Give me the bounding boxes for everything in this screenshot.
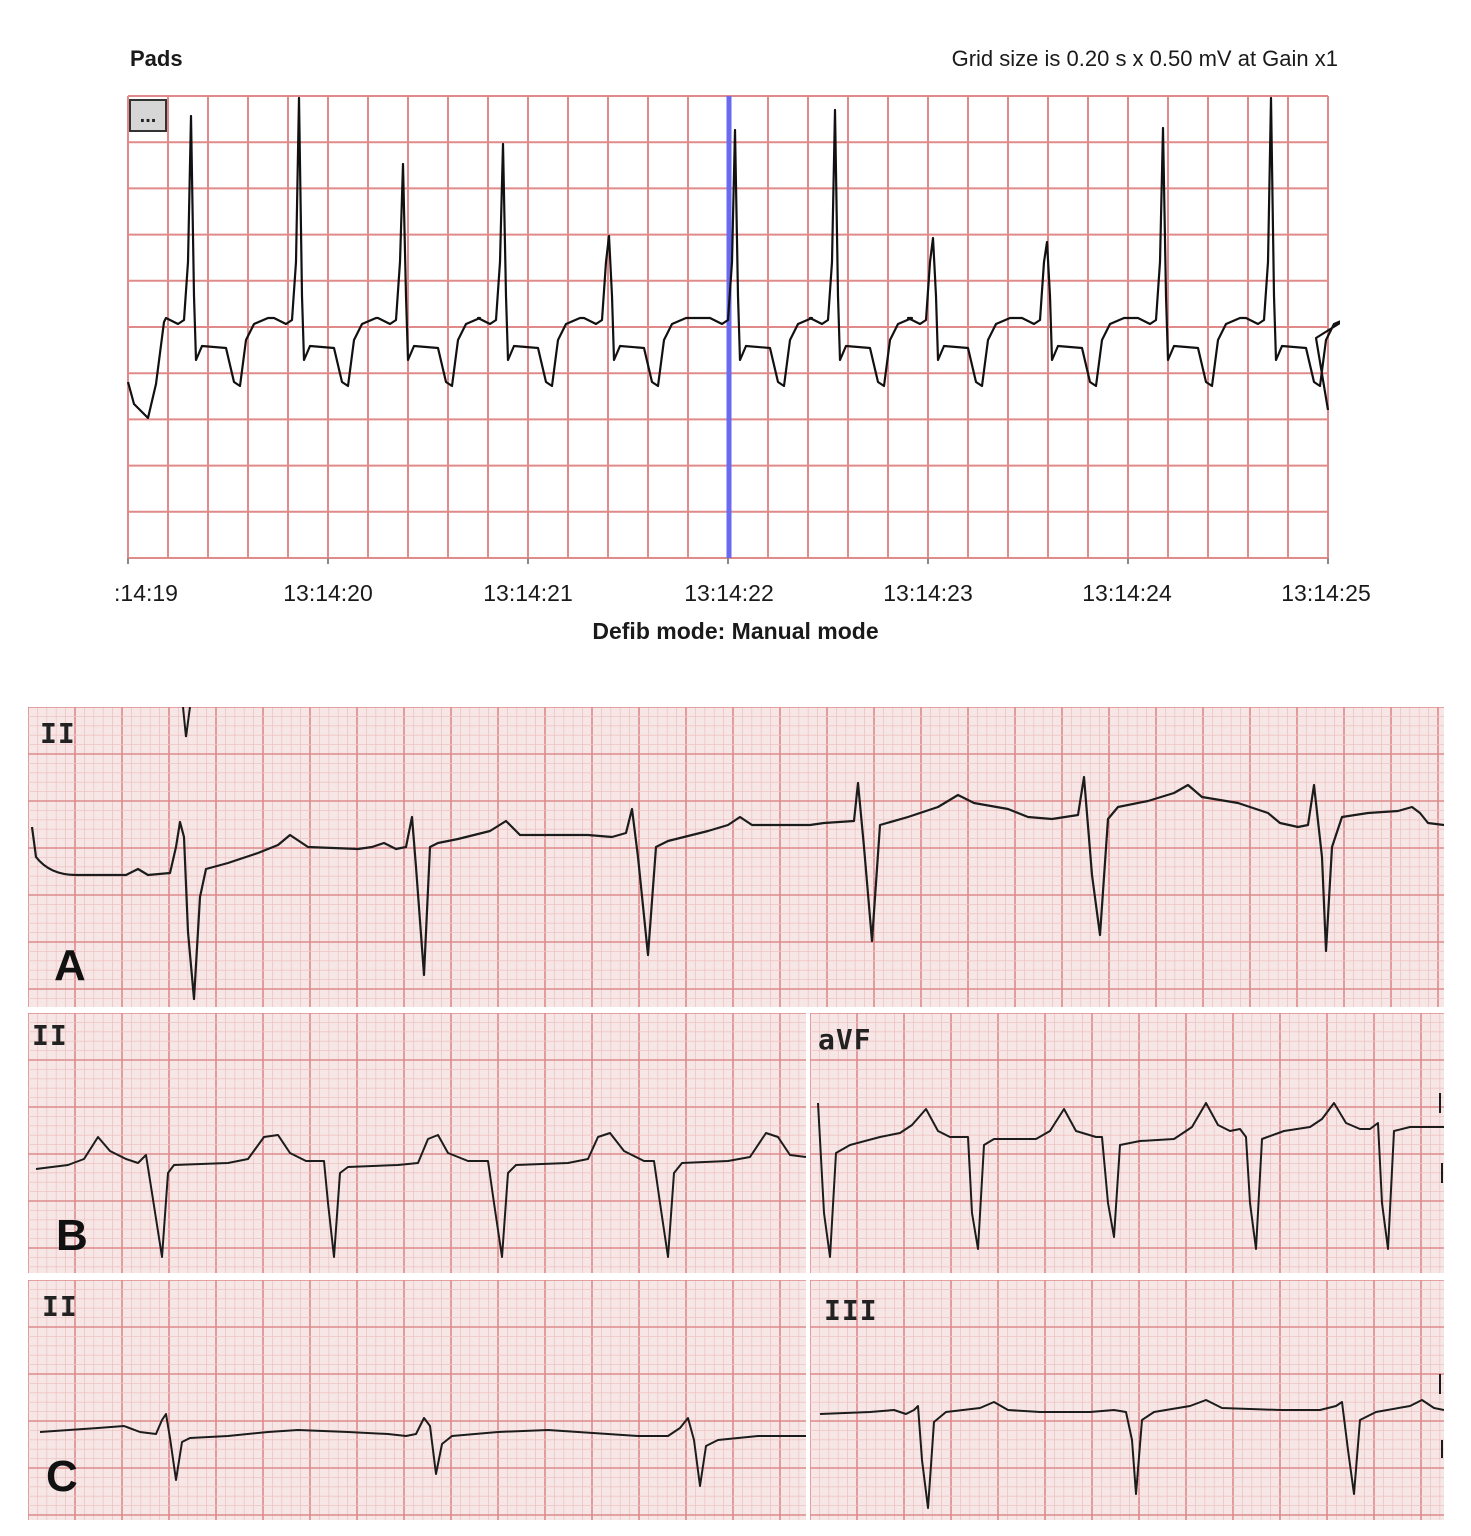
panel-a-ecg-paper xyxy=(28,707,1444,1007)
time-tick-label: 13:14:24 xyxy=(1082,580,1172,606)
lead-label: II xyxy=(42,1290,78,1323)
panel-letter-c: C xyxy=(46,1452,78,1501)
panel-b-ecg-paper-left xyxy=(28,1013,806,1273)
paper-background xyxy=(810,1280,1444,1520)
panel-letter-b: B xyxy=(56,1211,88,1260)
time-tick-label: 13:14:25 xyxy=(1281,580,1371,606)
monitor-ecg-plot: ... xyxy=(126,95,1340,564)
panel-c-strip-lead-ii: II C xyxy=(28,1280,806,1520)
time-tick-label: :14:19 xyxy=(114,580,178,606)
panel-letter-a: A xyxy=(54,941,86,990)
lead-label: II xyxy=(32,1019,68,1052)
panel-a-strip: II A xyxy=(28,707,1444,1007)
lead-label: aVF xyxy=(818,1023,872,1056)
monitor-ecg-trace xyxy=(126,96,1340,420)
time-tick-label: 13:14:22 xyxy=(684,580,774,606)
monitor-title: Pads xyxy=(130,46,183,71)
panel-c-trace-lead-iii xyxy=(819,1399,1444,1509)
panel-b-trace-edge-mark xyxy=(1439,1093,1443,1183)
menu-button[interactable]: ... xyxy=(129,99,167,132)
panel-b-trace-lead-avf xyxy=(817,1102,1444,1258)
panel-b-ecg-paper-right xyxy=(810,1013,1444,1273)
paper-background xyxy=(28,1280,806,1520)
panel-c-trace-edge-mark xyxy=(1439,1374,1443,1458)
panel-c-ecg-paper-left xyxy=(28,1280,806,1520)
paper-background xyxy=(28,1013,806,1273)
time-tick-label: 13:14:21 xyxy=(483,580,573,606)
time-tick-label: 13:14:23 xyxy=(883,580,973,606)
grid-size-info: Grid size is 0.20 s x 0.50 mV at Gain x1 xyxy=(951,46,1338,71)
lead-label: II xyxy=(40,717,76,750)
panel-b-strip-lead-ii: II B xyxy=(28,1013,806,1273)
panel-c-strip-lead-iii: III xyxy=(810,1280,1444,1520)
time-tick-label: 13:14:20 xyxy=(283,580,373,606)
panel-b-trace-lead-ii xyxy=(35,1132,806,1258)
panel-c-trace-lead-ii xyxy=(39,1413,806,1487)
panel-a-trace-lead-ii xyxy=(30,775,1444,1001)
panel-b-strip-lead-avf: aVF xyxy=(810,1013,1444,1273)
lead-label: III xyxy=(824,1294,878,1327)
panel-c-ecg-paper-right xyxy=(810,1280,1444,1520)
defib-mode-status: Defib mode: Manual mode xyxy=(592,618,879,644)
monitor-grid xyxy=(127,95,1329,564)
menu-button-label: ... xyxy=(140,105,157,127)
panel-a-trace-fragment xyxy=(182,707,191,738)
